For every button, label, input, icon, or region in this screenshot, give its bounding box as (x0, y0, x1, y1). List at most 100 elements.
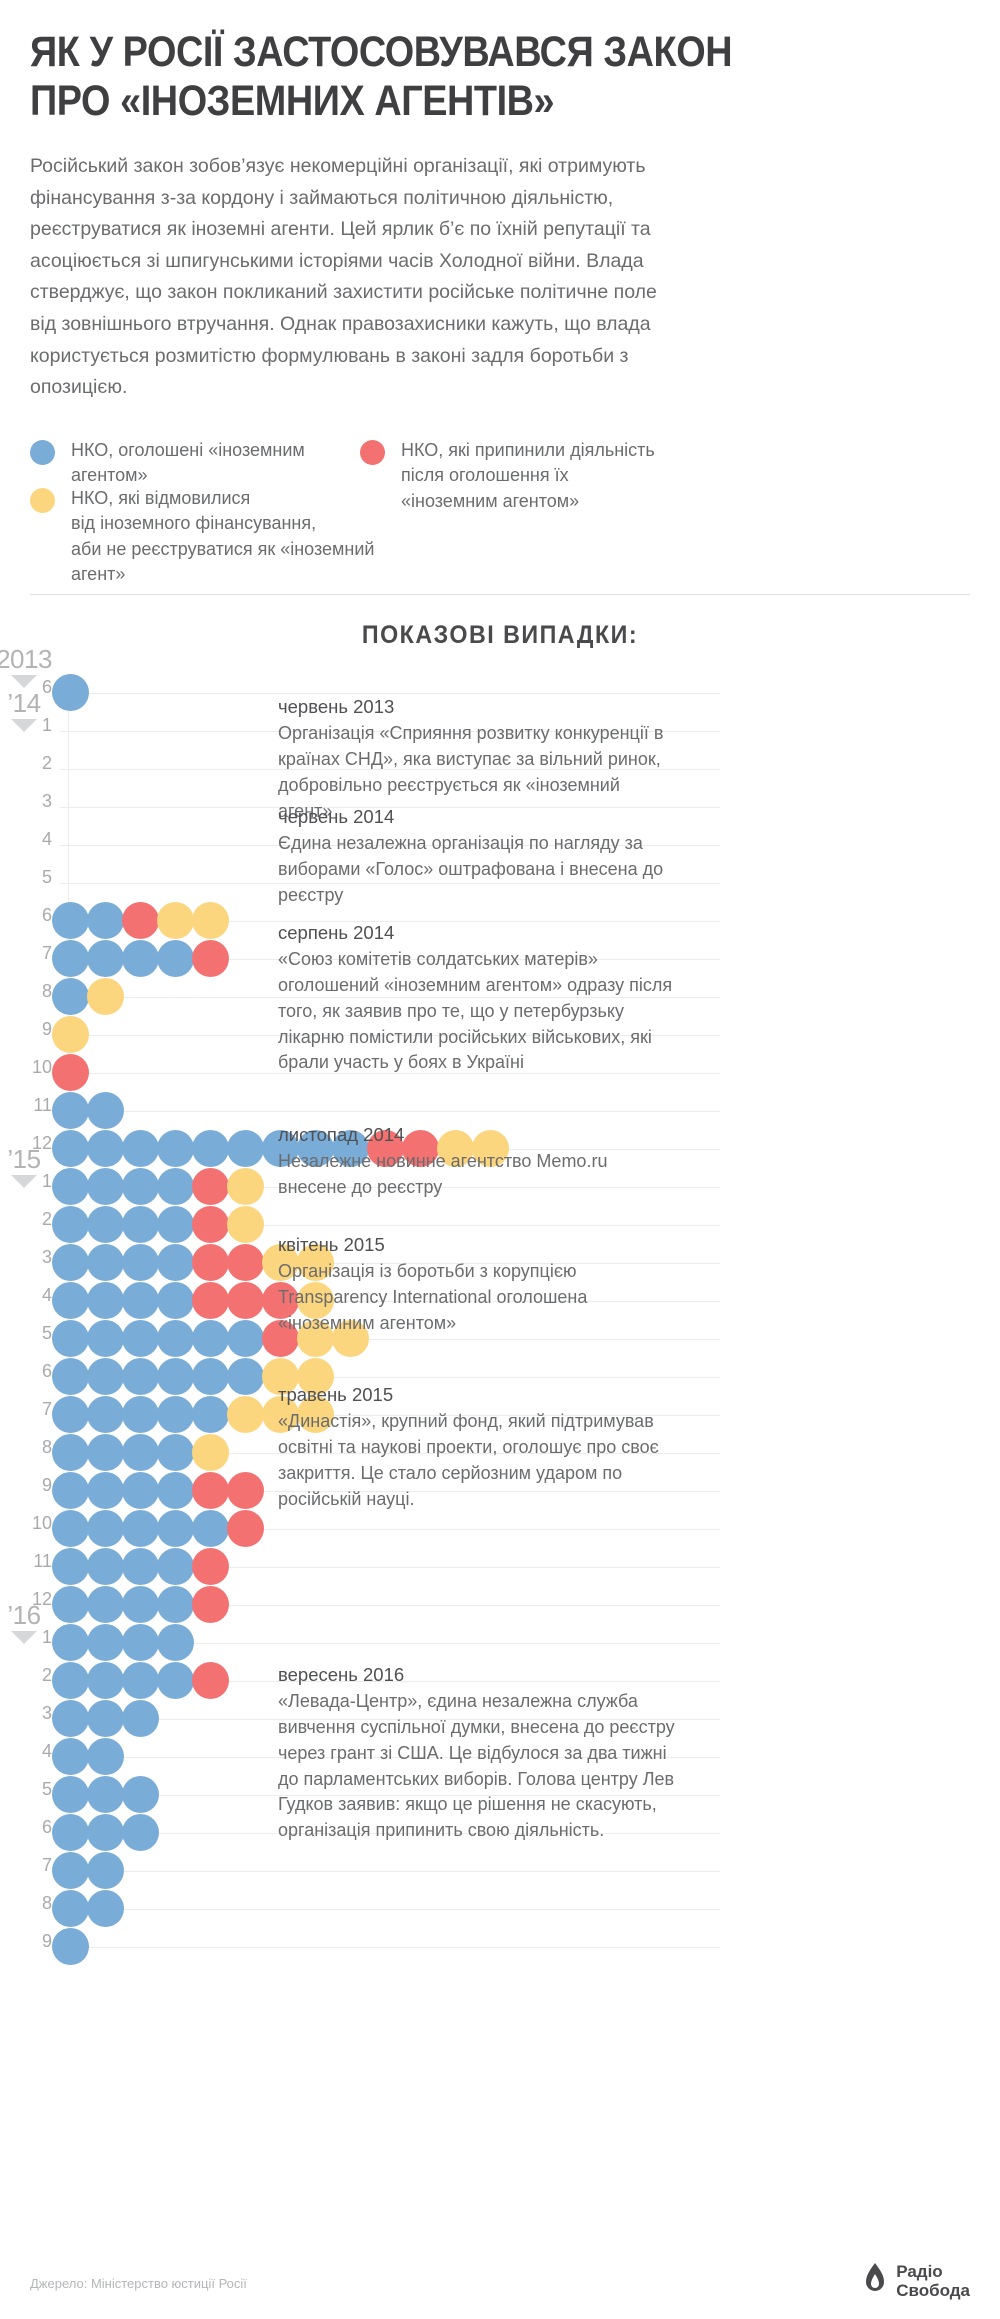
annotation-body: «Союз комітетів солдатських матерів» ого… (278, 948, 673, 1073)
year-label: ’16 (7, 1599, 41, 1630)
month-label: 7 (41, 1398, 52, 1419)
data-dot (122, 1206, 159, 1244)
annotation-date: червень 2013 (278, 695, 395, 717)
data-dot (52, 1700, 89, 1738)
gridline (60, 1908, 720, 1910)
legend-label-announced: НКО, оголошені «іноземним агентом» (71, 439, 305, 486)
gridline (60, 958, 720, 960)
month-label: 5 (41, 1778, 52, 1799)
data-dot (87, 1776, 124, 1814)
chart-row: 4 (0, 1281, 970, 1320)
data-dot (52, 1662, 89, 1700)
gridline (60, 730, 720, 732)
month-label: 8 (41, 1436, 52, 1457)
month-label: 6 (41, 676, 52, 697)
footer: Джерело: Міністерство юстиції Росії Раді… (0, 2239, 1000, 2309)
year-label: 2013 (0, 643, 52, 674)
dot-group (52, 1358, 334, 1396)
month-label: 5 (41, 866, 52, 887)
data-dot (52, 1548, 89, 1586)
legend-item-refused: НКО, які відмовилися від іноземного фіна… (30, 486, 410, 588)
gridline (60, 996, 720, 998)
data-dot (297, 1396, 334, 1434)
gridline (60, 1224, 720, 1226)
data-dot (402, 1130, 439, 1168)
annotation-date: червень 2014 (278, 805, 395, 827)
data-dot (192, 1396, 229, 1434)
annotation-body: Організація із боротьби з корупцією Tran… (278, 1260, 588, 1333)
month-label: 2 (41, 752, 52, 773)
dot-group (52, 1548, 229, 1586)
header: ЯК У РОСІЇ ЗАСТОСОВУВАВСЯ ЗАКОН ПРО «ІНО… (0, 0, 1000, 404)
data-dot (87, 1586, 124, 1624)
data-dot (87, 940, 124, 978)
chart-row: 9 (0, 1927, 970, 1966)
gridline (60, 1566, 720, 1568)
data-dot (157, 1510, 194, 1548)
data-dot (52, 1016, 89, 1054)
chart-row: 3 (0, 787, 970, 826)
dot-group (52, 1586, 229, 1624)
data-dot (52, 1206, 89, 1244)
chart-row: 8 (0, 1433, 970, 1472)
annotation-date: листопад 2014 (278, 1123, 405, 1145)
chart-row: 2013 6 (0, 646, 970, 712)
data-dot (52, 1054, 89, 1092)
data-dot (52, 1738, 89, 1776)
gridline (60, 1186, 720, 1188)
data-dot (297, 1358, 334, 1396)
data-dot (87, 1092, 124, 1130)
data-dot (192, 1510, 229, 1548)
data-dot (87, 1510, 124, 1548)
dot-group (52, 1206, 264, 1244)
chart-row: 5 (0, 863, 970, 902)
data-dot (227, 1130, 264, 1168)
brand-name: Радіо Свобода (896, 2261, 970, 2300)
gridline (60, 920, 720, 922)
chart-row: 6 (0, 901, 970, 940)
month-label: 6 (41, 1816, 52, 1837)
year-pointer-icon (11, 1630, 37, 1644)
data-dot (262, 1358, 299, 1396)
annotation-body: «Династія», крупний фонд, який підтримув… (278, 1410, 659, 1509)
gridline (60, 1110, 720, 1112)
chart-row: 10 (0, 1053, 970, 1092)
annotation-body: «Левада-Центр», єдина незалежна служба в… (278, 1690, 675, 1841)
data-dot (122, 1472, 159, 1510)
data-dot (87, 1890, 124, 1928)
month-label: 11 (33, 1550, 52, 1571)
gridline (60, 1832, 720, 1834)
data-dot (122, 1662, 159, 1700)
gridline (60, 1528, 720, 1530)
dot-group (52, 978, 124, 1016)
data-dot (87, 1282, 124, 1320)
gridline (60, 1338, 720, 1340)
chart-row: 5 (0, 1319, 970, 1358)
dot-group (52, 1814, 159, 1852)
year-marker: ’14 (0, 690, 52, 732)
month-label: 5 (41, 1322, 52, 1343)
annotation: вересень 2016 «Левада-Центр», єдина незал… (278, 1664, 678, 1844)
data-dot (157, 1586, 194, 1624)
dot-group (52, 674, 89, 712)
data-dot (87, 1548, 124, 1586)
legend-dot-yellow-icon (30, 487, 55, 513)
dot-group (52, 1928, 89, 1966)
chart-row: ’14 1 (0, 690, 970, 750)
month-label: 3 (41, 790, 52, 811)
dot-group (52, 1434, 229, 1472)
annotation: червень 2013 Організація «Сприяння розвит… (278, 696, 678, 825)
data-dot (157, 1548, 194, 1586)
data-dot (122, 1358, 159, 1396)
month-label: 4 (41, 1284, 52, 1305)
data-dot (52, 1586, 89, 1624)
data-dot (87, 1738, 124, 1776)
data-dot (52, 1320, 89, 1358)
annotation-body: Організація «Сприяння розвитку конкуренц… (278, 722, 664, 821)
data-dot (157, 1244, 194, 1282)
data-dot (122, 1548, 159, 1586)
year-marker: ’16 (0, 1602, 52, 1644)
data-dot (52, 674, 89, 712)
chart-row: 4 (0, 825, 970, 864)
